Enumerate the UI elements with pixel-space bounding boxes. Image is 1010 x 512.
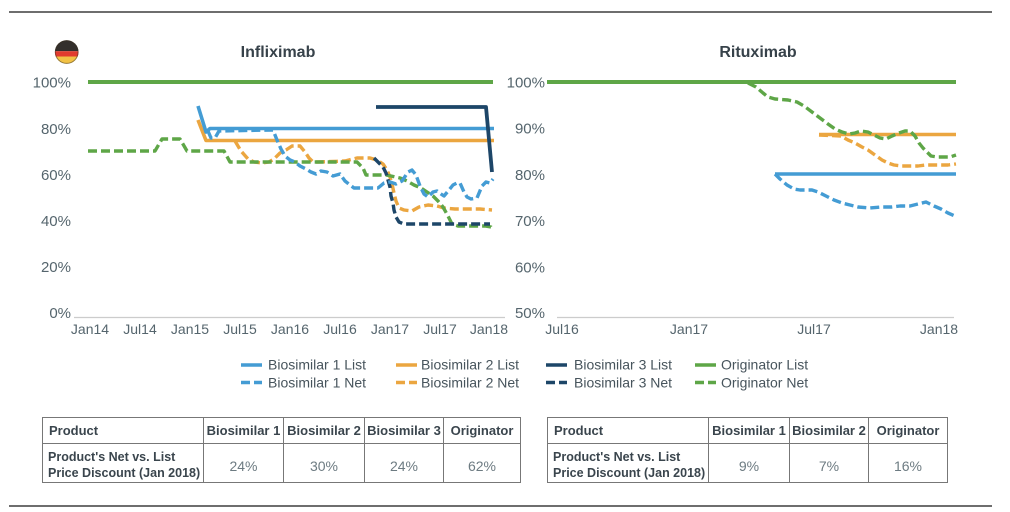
svg-text:Biosimilar 3 List: Biosimilar 3 List <box>574 357 672 373</box>
svg-text:Infliximab: Infliximab <box>241 44 316 61</box>
svg-text:20%: 20% <box>41 259 71 276</box>
svg-text:Jul17: Jul17 <box>797 321 831 337</box>
svg-text:90%: 90% <box>515 121 545 138</box>
svg-text:Biosimilar 2 List: Biosimilar 2 List <box>421 357 519 373</box>
svg-text:Jul16: Jul16 <box>545 321 579 337</box>
svg-text:Jan18: Jan18 <box>920 321 958 337</box>
svg-text:70%: 70% <box>515 213 545 230</box>
svg-text:Biosimilar 1 List: Biosimilar 1 List <box>268 357 366 373</box>
svg-text:Rituximab: Rituximab <box>719 44 797 61</box>
svg-text:Biosimilar 1 Net: Biosimilar 1 Net <box>268 375 366 391</box>
svg-text:Jul15: Jul15 <box>223 321 257 337</box>
svg-text:Jan16: Jan16 <box>271 321 309 337</box>
svg-text:100%: 100% <box>33 75 71 92</box>
svg-text:40%: 40% <box>41 213 71 230</box>
svg-text:60%: 60% <box>41 167 71 184</box>
svg-text:Biosimilar 2 Net: Biosimilar 2 Net <box>421 375 519 391</box>
svg-text:100%: 100% <box>507 75 545 92</box>
svg-text:0%: 0% <box>49 305 71 322</box>
svg-text:Jan18: Jan18 <box>470 321 508 337</box>
svg-text:Biosimilar 3 Net: Biosimilar 3 Net <box>574 375 672 391</box>
svg-text:Jan14: Jan14 <box>71 321 109 337</box>
svg-text:Originator List: Originator List <box>721 357 808 373</box>
svg-text:Jan17: Jan17 <box>371 321 409 337</box>
svg-text:50%: 50% <box>515 305 545 322</box>
svg-text:Jul14: Jul14 <box>123 321 157 337</box>
svg-text:80%: 80% <box>41 121 71 138</box>
svg-text:Jan15: Jan15 <box>171 321 209 337</box>
svg-text:Originator Net: Originator Net <box>721 375 808 391</box>
svg-text:Jul17: Jul17 <box>423 321 457 337</box>
svg-text:Jul16: Jul16 <box>323 321 357 337</box>
svg-text:60%: 60% <box>515 259 545 276</box>
svg-text:Jan17: Jan17 <box>670 321 708 337</box>
svg-text:80%: 80% <box>515 167 545 184</box>
